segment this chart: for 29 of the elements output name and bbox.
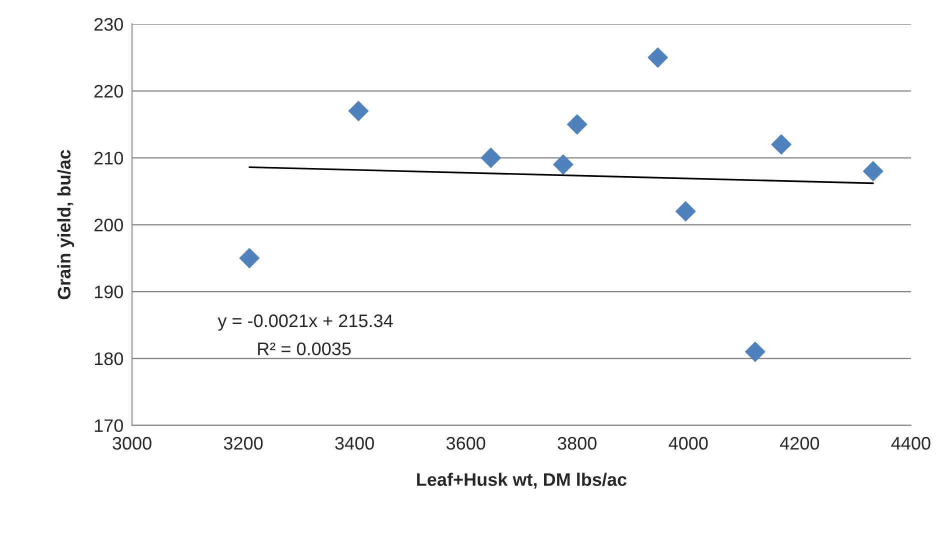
point: [239, 248, 260, 268]
y-tick-label: 190: [94, 286, 123, 298]
point: [552, 154, 574, 175]
y-tick-label: 210: [94, 152, 123, 165]
annotation: y = -0.0021x + 215.34: [218, 314, 393, 331]
point: [566, 114, 588, 135]
x-tick-label: 3800: [558, 436, 596, 450]
point: [348, 100, 369, 122]
point: [771, 134, 792, 155]
point: [862, 160, 884, 182]
x-axis-title: Leaf+Husk wt, DM lbs/ac: [417, 472, 627, 489]
y-tick-label: 220: [94, 84, 123, 98]
y-tick-label: 230: [94, 18, 123, 31]
annotation: R² = 0.0035: [258, 342, 351, 356]
y-tick-label: 180: [94, 352, 123, 366]
point: [647, 47, 668, 68]
x-tick-label: 3200: [224, 436, 263, 450]
x-tick-label: 4000: [668, 436, 708, 450]
point: [480, 148, 502, 168]
point: [675, 201, 696, 222]
x-tick-label: 3000: [112, 436, 152, 450]
point: [744, 341, 766, 362]
x-tick-label: 4200: [780, 436, 820, 450]
y-tick-label: 200: [94, 218, 123, 232]
x-tick-label: 3600: [446, 436, 486, 450]
y-tick-label: 170: [94, 419, 123, 432]
y-axis-title: Grain yield, bu/ac: [57, 150, 74, 300]
x-tick-label: 3400: [335, 436, 374, 450]
x-tick-label: 4400: [891, 436, 930, 450]
